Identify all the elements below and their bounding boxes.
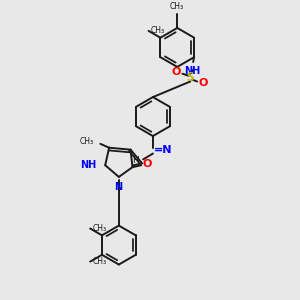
Text: CH₃: CH₃ [92, 257, 106, 266]
Text: N: N [114, 182, 122, 192]
Text: CH₃: CH₃ [92, 224, 106, 233]
Text: CH₃: CH₃ [151, 26, 165, 35]
Text: H: H [132, 156, 139, 165]
Text: O: O [198, 79, 208, 88]
Text: NH: NH [80, 160, 97, 170]
Text: S: S [187, 71, 194, 84]
Text: =N: =N [154, 145, 172, 155]
Text: O: O [172, 67, 181, 77]
Text: CH₃: CH₃ [80, 137, 94, 146]
Text: CH₃: CH₃ [169, 2, 183, 11]
Text: NH: NH [184, 66, 200, 76]
Text: O: O [142, 159, 152, 169]
